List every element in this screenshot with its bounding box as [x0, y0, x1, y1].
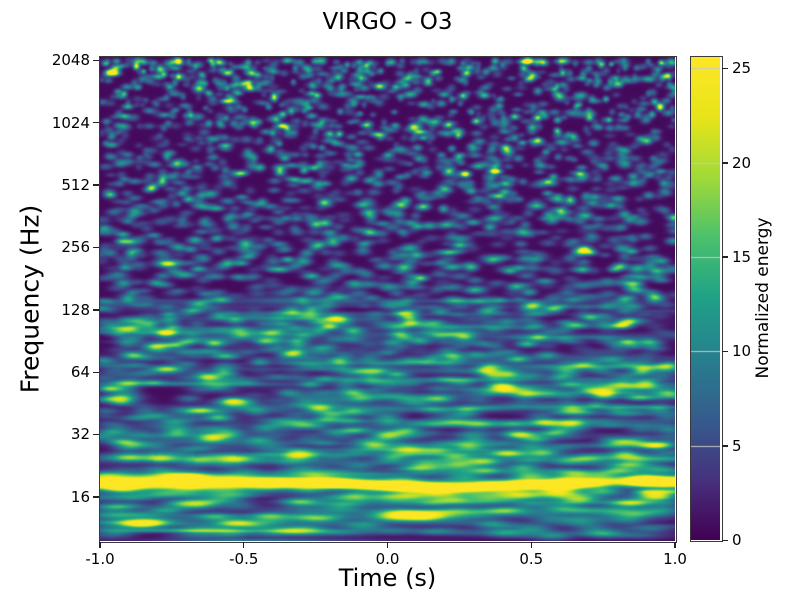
x-tick-label: -1.0	[85, 550, 115, 568]
colorbar-tick-mark	[722, 162, 728, 164]
x-tick-mark	[99, 542, 101, 548]
y-tick-label: 16	[70, 487, 90, 506]
y-tick-label: 128	[61, 300, 90, 319]
x-axis-label: Time (s)	[338, 564, 437, 592]
y-tick-label: 1024	[51, 113, 90, 132]
x-tick-mark	[386, 542, 389, 548]
colorbar-tick-mark	[722, 445, 728, 447]
x-tick-label: 1.0	[663, 550, 687, 568]
y-tick-mark	[93, 246, 99, 249]
y-tick-label: 64	[70, 363, 90, 382]
y-tick-label: 2048	[51, 51, 90, 70]
y-tick-mark	[93, 371, 99, 373]
x-tick-label: 0.0	[375, 550, 400, 568]
colorbar-tick-label: 0	[732, 531, 742, 549]
x-tick-mark	[674, 542, 676, 548]
y-tick-mark	[93, 496, 99, 498]
colorbar-border	[690, 56, 723, 542]
x-tick-label: 0.5	[519, 550, 544, 568]
colorbar-tick-mark	[722, 350, 728, 353]
y-tick-mark	[93, 433, 99, 436]
spectrogram-heatmap	[100, 57, 675, 541]
x-tick-mark	[243, 542, 245, 548]
colorbar-tick-mark	[722, 539, 728, 541]
colorbar-tick-label: 5	[732, 436, 742, 455]
y-tick-mark	[93, 309, 99, 311]
chart-title: VIRGO - O3	[322, 9, 453, 35]
y-tick-label: 32	[70, 425, 90, 444]
colorbar-tick-mark	[722, 256, 728, 258]
colorbar-gradient	[691, 57, 720, 540]
y-tick-label: 256	[61, 238, 90, 257]
colorbar-tick-label: 20	[732, 153, 752, 172]
x-tick-mark	[530, 542, 532, 548]
y-tick-mark	[93, 122, 99, 124]
colorbar-tick-mark	[722, 67, 728, 70]
colorbar-tick-label: 10	[732, 342, 752, 361]
x-tick-label: -0.5	[229, 550, 259, 568]
colorbar-tick-label: 25	[732, 59, 752, 78]
colorbar-tick-label: 15	[732, 247, 752, 266]
y-tick-mark	[93, 184, 99, 186]
y-tick-label: 512	[61, 175, 90, 194]
y-tick-mark	[93, 59, 99, 61]
